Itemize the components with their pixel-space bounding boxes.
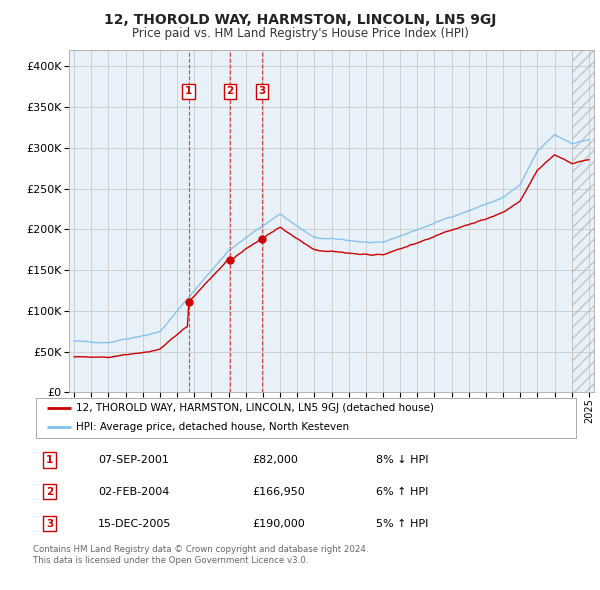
Text: 07-SEP-2001: 07-SEP-2001 bbox=[98, 455, 169, 465]
Text: 8% ↓ HPI: 8% ↓ HPI bbox=[376, 455, 428, 465]
Text: This data is licensed under the Open Government Licence v3.0.: This data is licensed under the Open Gov… bbox=[33, 556, 308, 565]
Text: 3: 3 bbox=[46, 519, 53, 529]
Text: 12, THOROLD WAY, HARMSTON, LINCOLN, LN5 9GJ: 12, THOROLD WAY, HARMSTON, LINCOLN, LN5 … bbox=[104, 13, 496, 27]
Bar bbox=[572, 50, 594, 392]
Text: 3: 3 bbox=[259, 86, 266, 96]
Text: 1: 1 bbox=[185, 86, 192, 96]
Text: 2: 2 bbox=[46, 487, 53, 497]
Text: 2: 2 bbox=[226, 86, 233, 96]
Text: 6% ↑ HPI: 6% ↑ HPI bbox=[376, 487, 428, 497]
Text: HPI: Average price, detached house, North Kesteven: HPI: Average price, detached house, Nort… bbox=[77, 422, 350, 432]
Text: 12, THOROLD WAY, HARMSTON, LINCOLN, LN5 9GJ (detached house): 12, THOROLD WAY, HARMSTON, LINCOLN, LN5 … bbox=[77, 404, 434, 414]
Text: Price paid vs. HM Land Registry's House Price Index (HPI): Price paid vs. HM Land Registry's House … bbox=[131, 27, 469, 40]
Text: £166,950: £166,950 bbox=[252, 487, 305, 497]
Text: 02-FEB-2004: 02-FEB-2004 bbox=[98, 487, 169, 497]
Text: 15-DEC-2005: 15-DEC-2005 bbox=[98, 519, 172, 529]
Bar bbox=[572, 50, 594, 392]
Text: £190,000: £190,000 bbox=[252, 519, 305, 529]
Bar bbox=[572, 50, 594, 392]
Text: Contains HM Land Registry data © Crown copyright and database right 2024.: Contains HM Land Registry data © Crown c… bbox=[33, 545, 368, 554]
Bar bbox=[572, 50, 594, 392]
Text: 5% ↑ HPI: 5% ↑ HPI bbox=[376, 519, 428, 529]
Text: £82,000: £82,000 bbox=[252, 455, 298, 465]
Text: 1: 1 bbox=[46, 455, 53, 465]
